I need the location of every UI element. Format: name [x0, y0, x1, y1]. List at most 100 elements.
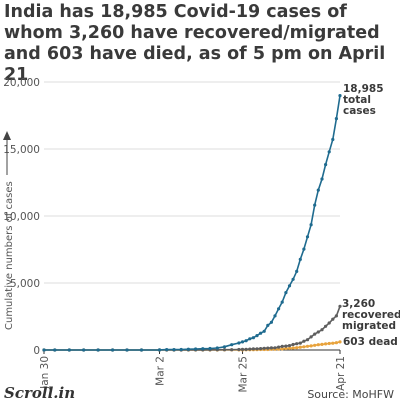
data-point: [237, 341, 241, 345]
data-point: [327, 341, 331, 346]
data-point: [251, 336, 255, 340]
data-point: [280, 344, 284, 348]
data-point: [316, 188, 320, 192]
y-tick-label: 20,000: [3, 77, 40, 89]
data-point: [179, 347, 183, 352]
y-tick-label: 10,000: [3, 211, 40, 223]
data-point: [237, 347, 241, 352]
data-point: [251, 347, 255, 351]
data-point: [313, 343, 317, 347]
data-point: [309, 344, 313, 348]
chart-title: India has 18,985 Covid-19 cases of whom …: [4, 2, 386, 85]
data-point: [291, 346, 295, 350]
data-point: [320, 328, 324, 332]
data-point: [298, 345, 302, 349]
data-point: [298, 257, 302, 261]
data-point: [324, 324, 328, 328]
data-point: [157, 348, 162, 352]
data-point: [327, 321, 331, 325]
data-point: [53, 348, 57, 352]
data-point: [295, 269, 299, 273]
source-note: Source: MoHFW: [307, 388, 394, 401]
data-point: [302, 339, 306, 343]
publisher-logo: Scroll.in: [4, 384, 76, 402]
data-point: [287, 284, 292, 288]
data-point: [111, 348, 115, 352]
data-point: [334, 341, 338, 345]
data-point: [334, 314, 338, 318]
data-point: [309, 335, 313, 339]
data-point: [186, 347, 190, 351]
data-point: [230, 343, 234, 347]
data-point: [302, 247, 306, 251]
data-point: [316, 343, 320, 347]
data-point: [302, 345, 306, 349]
data-point: [139, 348, 144, 352]
data-point: [273, 346, 277, 350]
data-point: [215, 346, 219, 350]
data-point: [305, 338, 310, 342]
data-point: [244, 347, 248, 351]
data-point: [284, 291, 288, 295]
data-point: [230, 348, 234, 352]
data-point: [331, 317, 335, 321]
data-point: [277, 345, 281, 349]
data-point: [309, 223, 313, 227]
data-point: [287, 344, 292, 348]
y-axis-label: Cumulative numbers of cases: [4, 181, 15, 330]
data-point: [240, 347, 245, 351]
data-point: [295, 346, 299, 350]
data-point: [284, 344, 288, 348]
data-point: [248, 337, 252, 341]
series-end-label: 603 dead: [343, 336, 398, 348]
y-axis-arrow-head: [3, 131, 11, 140]
data-point: [248, 347, 252, 351]
data-point: [287, 346, 292, 350]
data-point: [240, 340, 245, 344]
data-point: [194, 347, 198, 351]
data-point: [262, 346, 266, 350]
data-point: [208, 346, 212, 351]
data-point: [244, 339, 248, 343]
data-point: [259, 347, 263, 351]
data-point: [331, 137, 335, 142]
data-point: [255, 347, 259, 351]
data-point: [96, 348, 100, 352]
data-point: [291, 277, 295, 281]
y-tick-label: 15,000: [3, 144, 40, 156]
series-line-0: [44, 95, 341, 351]
data-point: [277, 307, 281, 311]
data-point: [262, 329, 266, 333]
y-tick-label: 0: [33, 345, 40, 357]
data-point: [327, 150, 331, 154]
data-point: [67, 348, 71, 352]
x-tick-label: Mar 2: [155, 356, 167, 386]
data-point: [334, 117, 338, 121]
data-point: [266, 323, 270, 327]
data-point: [298, 341, 302, 345]
data-point: [324, 342, 328, 346]
data-point: [338, 304, 342, 308]
series-end-label: 3,260: [342, 298, 375, 310]
data-point: [305, 344, 310, 348]
data-point: [172, 348, 176, 352]
data-point: [269, 346, 273, 350]
data-point: [316, 330, 320, 334]
series-end-label: total: [343, 94, 371, 106]
data-point: [266, 346, 270, 350]
data-point: [269, 320, 273, 324]
data-point: [331, 341, 335, 345]
x-tick-label: Mar 25: [238, 356, 250, 393]
data-point: [305, 235, 310, 239]
data-point: [259, 331, 263, 335]
data-point: [295, 342, 299, 346]
x-tick-label: Jan 30: [39, 356, 51, 390]
data-point: [222, 345, 227, 349]
data-point: [255, 334, 259, 338]
series-end-label: cases: [343, 105, 376, 117]
data-point: [125, 348, 129, 352]
data-point: [280, 347, 284, 351]
data-point: [165, 348, 169, 352]
series-end-label: 18,985: [343, 83, 384, 95]
